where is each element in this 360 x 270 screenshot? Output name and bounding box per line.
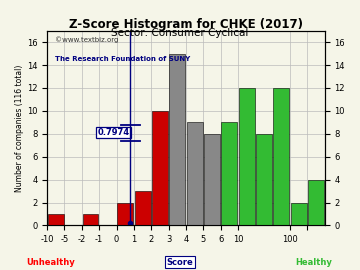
Text: Sector: Consumer Cyclical: Sector: Consumer Cyclical [111,28,249,38]
Bar [152,111,168,225]
Text: Unhealthy: Unhealthy [26,258,75,267]
Bar [169,54,185,225]
Bar [256,134,272,225]
Bar [291,202,307,225]
Bar [117,202,133,225]
Text: Score: Score [167,258,193,267]
Bar [82,214,99,225]
Bar [273,88,289,225]
Bar [48,214,64,225]
Bar [204,134,220,225]
Text: Healthy: Healthy [295,258,332,267]
Text: 0.7974: 0.7974 [97,128,130,137]
Bar [135,191,150,225]
Text: ©www.textbiz.org: ©www.textbiz.org [55,36,119,43]
Text: The Research Foundation of SUNY: The Research Foundation of SUNY [55,56,191,62]
Bar [221,122,237,225]
Bar [186,122,203,225]
Bar [308,180,324,225]
Y-axis label: Number of companies (116 total): Number of companies (116 total) [15,65,24,192]
Title: Z-Score Histogram for CHKE (2017): Z-Score Histogram for CHKE (2017) [69,18,303,31]
Bar [239,88,255,225]
